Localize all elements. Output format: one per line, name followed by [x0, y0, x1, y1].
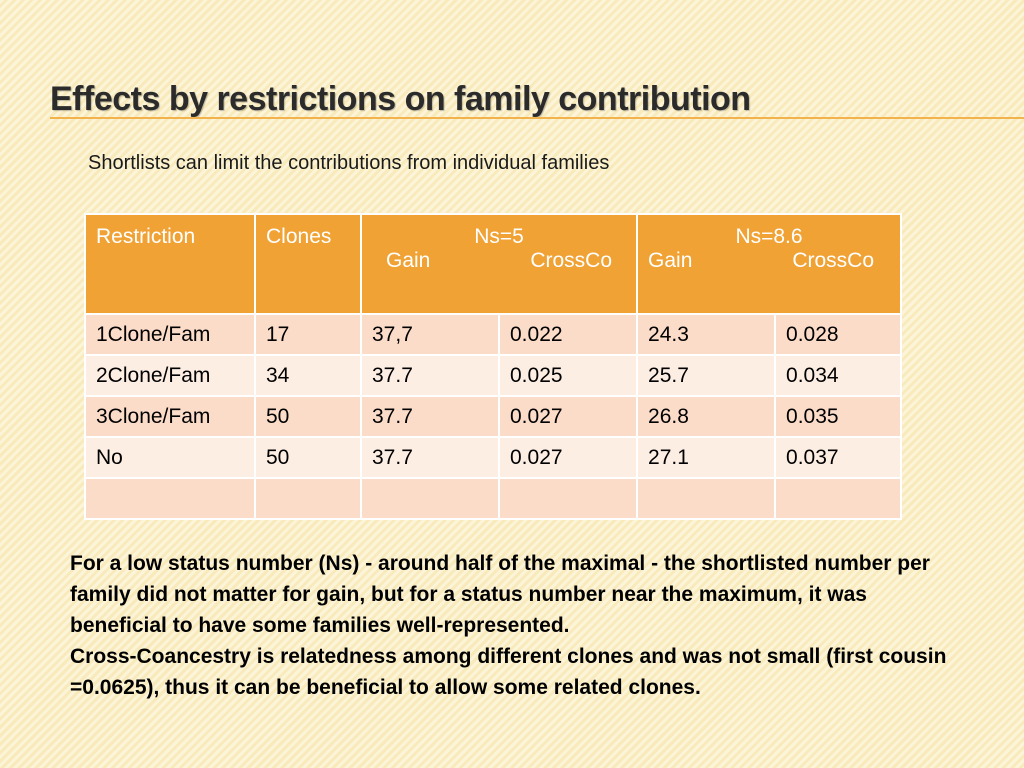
cell-ns5-crossco: 0.025 [497, 354, 639, 397]
cell-clones: 50 [254, 395, 362, 438]
header-ns5-crossco: CrossCo [530, 249, 613, 272]
notes-paragraph-1: For a low status number (Ns) - around ha… [70, 552, 930, 637]
cell-clones: 17 [254, 313, 362, 356]
cell-ns86-crossco: 0.035 [774, 395, 903, 438]
cell-ns5-gain: 37,7 [360, 313, 500, 356]
cell-ns86-crossco [774, 477, 903, 520]
header-ns86: Ns=8.6 Gain CrossCo [636, 213, 903, 315]
cell-ns86-crossco: 0.037 [774, 436, 903, 479]
notes-text: For a low status number (Ns) - around ha… [70, 548, 950, 703]
header-ns86-crossco: CrossCo [792, 249, 875, 272]
notes-paragraph-2: Cross-Coancestry is relatedness among di… [70, 645, 947, 699]
cell-clones [254, 477, 362, 520]
cell-clones: 50 [254, 436, 362, 479]
cell-ns5-gain: 37.7 [360, 354, 500, 397]
cell-ns86-crossco: 0.034 [774, 354, 903, 397]
cell-restriction: 1Clone/Fam [84, 313, 256, 356]
header-ns86-subheaders: Gain CrossCo [648, 249, 890, 273]
slide-title: Effects by restrictions on family contri… [50, 80, 751, 118]
header-ns86-label: Ns=8.6 [735, 225, 803, 248]
cell-ns86-gain: 25.7 [636, 354, 777, 397]
cell-ns5-gain: 37.7 [360, 436, 500, 479]
table-row-empty [84, 477, 903, 520]
cell-restriction: 3Clone/Fam [84, 395, 256, 438]
header-ns5: Ns=5 Gain CrossCo [359, 213, 639, 315]
table-row: No 50 37.7 0.027 27.1 0.037 [84, 436, 903, 479]
header-ns5-label: Ns=5 [474, 225, 524, 248]
slide-subtitle: Shortlists can limit the contributions f… [88, 152, 610, 174]
cell-restriction: No [84, 436, 256, 479]
title-underline [50, 117, 1024, 119]
header-ns86-gain: Gain [648, 249, 693, 272]
cell-ns5-crossco: 0.027 [497, 395, 639, 438]
cell-ns86-gain: 24.3 [636, 313, 777, 356]
header-restriction: Restriction [84, 213, 256, 315]
cell-ns86-crossco: 0.028 [774, 313, 903, 356]
header-clones: Clones [254, 213, 362, 315]
cell-ns5-gain [360, 477, 500, 520]
cell-ns86-gain [636, 477, 777, 520]
cell-ns5-crossco: 0.022 [497, 313, 639, 356]
cell-ns5-gain: 37.7 [360, 395, 500, 438]
cell-clones: 34 [254, 354, 362, 397]
header-ns5-subheaders: Gain CrossCo [372, 249, 626, 273]
header-ns5-gain: Gain [386, 249, 431, 272]
cell-restriction: 2Clone/Fam [84, 354, 256, 397]
cell-ns86-gain: 27.1 [636, 436, 777, 479]
cell-ns5-crossco: 0.027 [497, 436, 639, 479]
table-row: 1Clone/Fam 17 37,7 0.022 24.3 0.028 [84, 313, 903, 356]
results-table: Restriction Clones Ns=5 Gain CrossCo Ns=… [84, 213, 903, 520]
table-row: 2Clone/Fam 34 37.7 0.025 25.7 0.034 [84, 354, 903, 397]
table-header-row: Restriction Clones Ns=5 Gain CrossCo Ns=… [84, 213, 903, 315]
table-row: 3Clone/Fam 50 37.7 0.027 26.8 0.035 [84, 395, 903, 438]
cell-ns86-gain: 26.8 [636, 395, 777, 438]
cell-restriction [84, 477, 256, 520]
cell-ns5-crossco [497, 477, 639, 520]
